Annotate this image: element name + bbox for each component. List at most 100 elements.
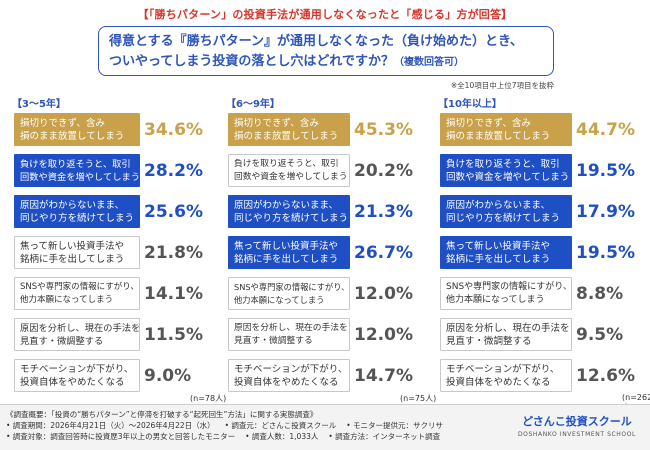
- question-box: 得意とする『勝ちパターン』が通用しなくなった（負け始めた）とき、 ついやってしま…: [98, 26, 554, 76]
- answer-label-line-2: 回数や資金を増やしてしまう: [20, 171, 140, 183]
- answer-label-line-2: 投資自体をやめたくなる: [20, 376, 125, 388]
- survey-row-1: • 調査期間：2026年4月21日（火）～2026年4月22日（水） • 調査元…: [6, 420, 443, 431]
- question-line-2-main: ついやってしまう投資の落とし穴はどれですか？: [109, 54, 394, 69]
- answer-label-box: 原因を分析し、現在の手法を 見直す・微調整する: [228, 318, 350, 351]
- answer-percentage: 21.8%: [144, 242, 203, 263]
- answer-percentage: 8.8%: [576, 283, 624, 304]
- answer-row: 原因を分析し、現在の手法を 見直す・微調整する 9.5%: [440, 318, 623, 351]
- answer-row: 原因がわからないまま、 同じやり方を続けてしまう 21.3%: [228, 195, 413, 228]
- answer-percentage: 12.6%: [576, 365, 635, 386]
- answer-label-box: SNSや専門家の情報にすがり、 他力本願になってしまう: [14, 277, 140, 310]
- answer-label-line-2: 回数や資金を増やしてしまう: [234, 171, 348, 182]
- answer-label-line-1: 負けを取り返そうと、取引: [20, 158, 131, 170]
- answer-label-line-1: SNSや専門家の情報にすがり、: [446, 281, 572, 292]
- survey-period: • 調査期間：2026年4月21日（火）～2026年4月22日（水）: [6, 421, 215, 430]
- answer-percentage: 19.5%: [576, 242, 635, 263]
- answer-label-line-2: 投資自体をやめたくなる: [234, 376, 339, 388]
- answer-percentage: 25.6%: [144, 201, 203, 222]
- answer-row: 原因を分析し、現在の手法を 見直す・微調整する 12.0%: [228, 318, 413, 351]
- question-line-2: ついやってしまう投資の落とし穴はどれですか？（複数回答可）: [109, 52, 543, 73]
- answer-percentage: 26.7%: [354, 242, 413, 263]
- column-header: 【10年以上】: [438, 99, 502, 110]
- answer-row: 焦って新しい投資手法や 銘柄に手を出してしまう 19.5%: [440, 236, 635, 269]
- answer-percentage: 19.5%: [576, 160, 635, 181]
- answer-row: 損切りできず、含み 損のまま放置してしまう 44.7%: [440, 113, 635, 146]
- answer-label-box: 原因がわからないまま、 同じやり方を続けてしまう: [228, 195, 350, 228]
- answer-percentage: 20.2%: [354, 160, 413, 181]
- question-line-1: 得意とする『勝ちパターン』が通用しなくなった（負け始めた）とき、: [109, 34, 524, 49]
- answer-label-line-1: 原因を分析し、現在の手法を: [234, 322, 348, 333]
- answer-percentage: 9.0%: [144, 365, 192, 386]
- answer-label-line-2: 他力本願になってしまう: [20, 294, 114, 305]
- answer-label-line-2: 回数や資金を増やしてしまう: [446, 171, 570, 183]
- brand-name-en: DOSHANKO INVESTMENT SCHOOL: [517, 431, 636, 438]
- answer-label-box: 原因がわからないまま、 同じやり方を続けてしまう: [440, 195, 572, 228]
- answer-percentage: 44.7%: [576, 119, 635, 140]
- answer-label-line-1: 焦って新しい投資手法や: [234, 240, 339, 252]
- banner-heading: 【「勝ちパターン」の投資手法が通用しなくなったと「感じる」方が回答】: [137, 8, 513, 21]
- answer-label-line-2: 銘柄に手を出してしまう: [20, 253, 125, 265]
- answer-label-line-1: モチベーションが下がり、: [20, 363, 134, 375]
- answer-label-line-2: 銘柄に手を出してしまう: [234, 253, 339, 265]
- answer-percentage: 14.1%: [144, 283, 203, 304]
- brand-name: どさんこ投資スクール: [522, 415, 632, 428]
- answer-label-box: 原因を分析し、現在の手法を 見直す・微調整する: [14, 318, 140, 351]
- answer-label-line-1: 損切りできず、含み: [234, 117, 319, 129]
- selection-note: ※全10項目中上位7項目を抜粋: [450, 81, 554, 90]
- answer-percentage: 17.9%: [576, 201, 635, 222]
- answer-row: モチベーションが下がり、 投資自体をやめたくなる 12.6%: [440, 359, 635, 392]
- answer-row: 原因がわからないまま、 同じやり方を続けてしまう 25.6%: [14, 195, 203, 228]
- answer-label-line-2: 同じやり方を続けてしまう: [234, 212, 349, 224]
- survey-source: • 調査元：どさんこ投資スクール: [224, 421, 337, 430]
- answer-label-line-2: 見直す・微調整する: [20, 335, 104, 347]
- answer-row: 原因がわからないまま、 同じやり方を続けてしまう 17.9%: [440, 195, 635, 228]
- answer-label-line-1: 損切りできず、含み: [20, 117, 105, 129]
- answer-percentage: 34.6%: [144, 119, 203, 140]
- question-line-2-note: （複数回答可）: [393, 57, 464, 68]
- answer-label-line-1: 原因がわからないまま、: [20, 199, 125, 211]
- answer-label-line-2: 同じやり方を続けてしまう: [446, 212, 561, 224]
- answer-label-box: モチベーションが下がり、 投資自体をやめたくなる: [14, 359, 140, 392]
- answer-label-box: SNSや専門家の情報にすがり、 他力本願になってしまう: [228, 277, 350, 310]
- answer-label-line-1: 負けを取り返そうと、取引: [446, 158, 560, 170]
- answer-row: 原因を分析し、現在の手法を 見直す・微調整する 11.5%: [14, 318, 203, 351]
- answer-label-line-1: モチベーションが下がり、: [234, 363, 348, 375]
- survey-row-2: • 調査対象：調査回答時に投資歴3年以上の男女と回答したモニター • 調査人数：…: [6, 431, 443, 442]
- answer-percentage: 45.3%: [354, 119, 413, 140]
- brand-logo: どさんこ投資スクール DOSHANKO INVESTMENT SCHOOL: [518, 413, 636, 438]
- answer-label-line-1: 負けを取り返そうと、取引: [234, 158, 339, 169]
- answer-label-box: 焦って新しい投資手法や 銘柄に手を出してしまう: [228, 236, 350, 269]
- answer-label-line-1: SNSや専門家の情報にすがり、: [20, 281, 139, 292]
- sample-size: (n=75人): [400, 394, 437, 403]
- answer-row: モチベーションが下がり、 投資自体をやめたくなる 14.7%: [228, 359, 413, 392]
- survey-title: 《調査概要：「投資の“勝ちパターン”と停滞を打破する“起死回生”方法」に関する実…: [6, 410, 318, 419]
- column-header: 【6～9年】: [226, 99, 280, 110]
- answer-percentage: 21.3%: [354, 201, 413, 222]
- survey-footer: 《調査概要：「投資の“勝ちパターン”と停滞を打破する“起死回生”方法」に関する実…: [0, 404, 650, 450]
- answer-label-line-2: 他力本願になってしまう: [446, 294, 545, 305]
- survey-method: • 調査方法：インターネット調査: [328, 432, 441, 441]
- answer-label-box: SNSや専門家の情報にすがり、 他力本願になってしまう: [440, 277, 572, 310]
- answer-row: SNSや専門家の情報にすがり、 他力本願になってしまう 14.1%: [14, 277, 203, 310]
- answer-label-line-1: 原因を分析し、現在の手法を: [20, 322, 141, 334]
- answer-percentage: 11.5%: [144, 324, 203, 345]
- survey-count: • 調査人数：1,033人: [245, 432, 319, 441]
- survey-monitor: • モニター提供元：サクリサ: [346, 421, 444, 430]
- answer-label-box: 負けを取り返そうと、取引 回数や資金を増やしてしまう: [14, 154, 140, 187]
- answer-row: 負けを取り返そうと、取引 回数や資金を増やしてしまう 28.2%: [14, 154, 203, 187]
- answer-label-box: 損切りできず、含み 損のまま放置してしまう: [228, 113, 350, 146]
- answer-row: SNSや専門家の情報にすがり、 他力本願になってしまう 12.0%: [228, 277, 413, 310]
- answer-label-line-2: 損のまま放置してしまう: [446, 130, 551, 142]
- answer-label-line-1: 原因がわからないまま、: [446, 199, 551, 211]
- answer-row: 焦って新しい投資手法や 銘柄に手を出してしまう 21.8%: [14, 236, 203, 269]
- answer-label-box: 損切りできず、含み 損のまま放置してしまう: [14, 113, 140, 146]
- sample-size: (n=78人): [190, 394, 227, 403]
- answer-label-line-1: 焦って新しい投資手法や: [446, 240, 551, 252]
- answer-label-box: モチベーションが下がり、 投資自体をやめたくなる: [228, 359, 350, 392]
- answer-row: 焦って新しい投資手法や 銘柄に手を出してしまう 26.7%: [228, 236, 413, 269]
- answer-label-line-2: 投資自体をやめたくなる: [446, 376, 551, 388]
- answer-label-line-2: 同じやり方を続けてしまう: [20, 212, 135, 224]
- answer-label-box: 焦って新しい投資手法や 銘柄に手を出してしまう: [14, 236, 140, 269]
- survey-details: 《調査概要：「投資の“勝ちパターン”と停滞を打破する“起死回生”方法」に関する実…: [6, 409, 443, 442]
- answer-percentage: 12.0%: [354, 324, 413, 345]
